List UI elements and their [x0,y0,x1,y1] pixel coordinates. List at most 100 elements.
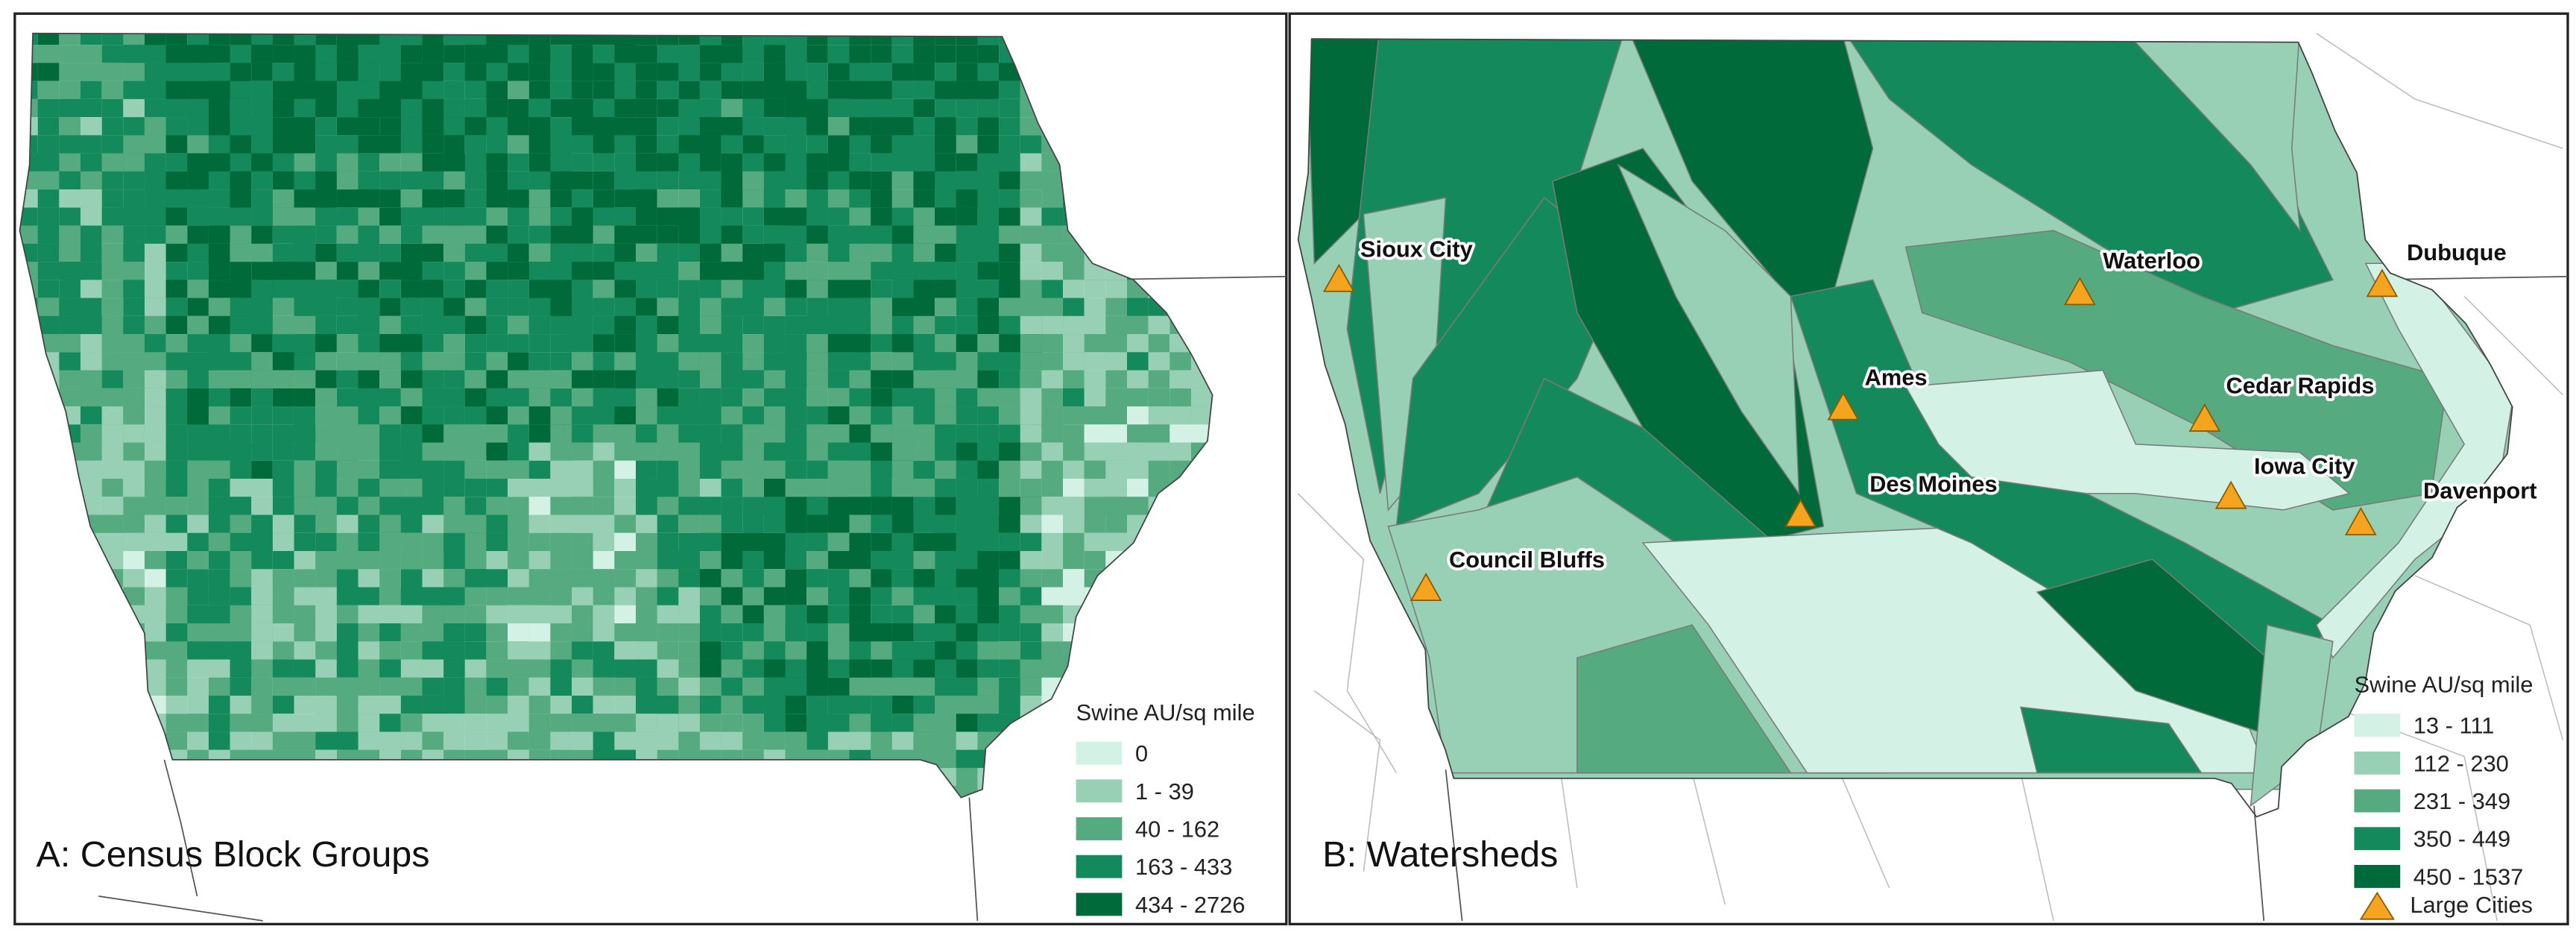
block-group [785,714,807,732]
block-group [443,623,465,642]
block-group [464,532,487,551]
block-group [272,315,294,335]
block-group [763,189,786,208]
city-symbol [2366,268,2399,298]
block-group [935,280,956,298]
block-group [999,659,1020,678]
block-group [721,135,743,154]
block-group [657,623,679,642]
block-group [144,370,166,388]
block-group [165,171,188,190]
block-group [208,33,230,45]
block-group [508,569,529,588]
block-group [763,298,786,316]
block-group [849,551,871,570]
legend-swatch [1076,741,1123,765]
block-group [336,280,359,298]
block-group [165,677,188,696]
block-group [187,171,209,190]
block-group [871,352,892,371]
block-group [763,98,786,118]
block-group [1105,352,1127,371]
block-group [272,298,294,316]
block-group [144,424,166,443]
block-group [572,695,593,714]
block-group [230,153,252,171]
block-group [208,280,230,298]
block-group [849,315,871,335]
block-group [101,153,124,171]
block-group [144,569,166,588]
block-group [956,315,978,335]
city-symbol [2188,403,2221,432]
block-group [486,605,508,623]
block-group [464,63,487,81]
block-group [742,551,764,570]
block-group [400,352,423,371]
block-group [358,280,380,298]
block-group [1105,514,1127,533]
block-group [272,33,294,45]
block-group [763,714,786,732]
block-group [1063,280,1085,298]
block-group [827,388,850,407]
block-group [464,677,487,696]
block-group [956,153,978,171]
block-group [422,225,444,244]
block-group [871,280,892,298]
block-group [1169,370,1191,388]
block-group [1084,280,1106,298]
block-group [657,659,679,678]
block-group [443,587,465,605]
block-group [486,298,508,316]
block-group [187,45,209,63]
block-group [251,370,273,388]
block-group [400,33,423,45]
legend-label: 0 [1135,740,1148,767]
block-group [614,497,636,515]
block-group [977,406,1000,425]
block-group [1190,406,1213,425]
block-group [763,45,786,63]
block-group [336,532,359,551]
block-group [251,442,273,461]
block-group [956,135,978,154]
block-group [187,189,209,208]
block-group [806,370,828,388]
block-group [528,514,551,533]
block-group [678,514,700,533]
city-symbol [2344,506,2377,535]
block-group [230,45,252,63]
block-group [1063,551,1085,570]
block-group [230,171,252,190]
block-group [144,298,166,316]
block-group [187,551,209,570]
block-group [785,641,807,660]
block-group [572,497,593,515]
city-symbol [1409,573,1442,602]
block-group [400,45,423,63]
block-group [635,45,657,63]
block-group [187,677,209,696]
block-group [400,334,423,353]
block-group [1127,370,1149,388]
block-group [699,677,722,696]
block-group [614,243,636,262]
block-group [315,117,337,136]
block-group [699,424,722,443]
block-group [315,497,337,515]
block-group [294,352,316,371]
block-group [956,497,978,515]
block-group [785,677,807,696]
block-group [315,280,337,298]
block-group [999,695,1020,714]
block-group [635,33,657,45]
block-group [678,45,700,63]
block-group [572,334,593,353]
legend-label: Large Cities [2410,892,2533,918]
block-group [400,460,423,479]
block-group [208,641,230,660]
block-group [251,207,273,226]
block-group [486,243,508,262]
block-group [550,315,572,335]
